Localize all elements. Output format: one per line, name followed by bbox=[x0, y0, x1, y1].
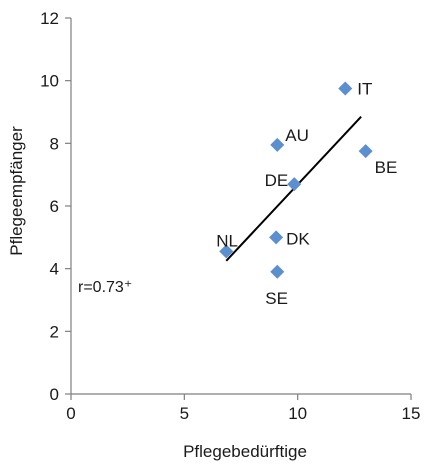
point-label-de: DE bbox=[265, 171, 289, 190]
labels-layer: IT AU BE DE NL DK SE bbox=[216, 80, 397, 308]
correlation-label: r=0.73⁺ bbox=[78, 279, 132, 296]
y-tick-label: 10 bbox=[40, 72, 59, 91]
x-tick-label: 10 bbox=[288, 404, 307, 423]
data-point-se bbox=[270, 264, 285, 279]
y-axis-title: Pflegeempfänger bbox=[7, 126, 26, 256]
x-axis-title: Pflegebedürftige bbox=[183, 442, 307, 461]
y-tick-label: 0 bbox=[50, 385, 59, 404]
points-layer bbox=[219, 81, 373, 279]
y-tick-label: 6 bbox=[50, 197, 59, 216]
y-tick-label: 12 bbox=[40, 9, 59, 28]
data-point-au bbox=[270, 137, 285, 152]
point-label-au: AU bbox=[285, 126, 309, 145]
x-tick-label: 15 bbox=[402, 404, 421, 423]
data-point-dk bbox=[269, 230, 284, 245]
y-tick-label: 8 bbox=[50, 134, 59, 153]
data-point-nl bbox=[219, 244, 234, 259]
data-point-it bbox=[338, 81, 353, 96]
x-tick-label: 5 bbox=[180, 404, 189, 423]
y-tick-label: 4 bbox=[50, 260, 59, 279]
data-point-be bbox=[358, 144, 373, 159]
point-label-be: BE bbox=[375, 158, 398, 177]
point-label-nl: NL bbox=[216, 231, 238, 250]
point-label-it: IT bbox=[357, 80, 372, 99]
point-label-se: SE bbox=[265, 289, 288, 308]
axes-layer: 0 2 4 6 8 10 12 0 5 10 15 bbox=[40, 9, 420, 423]
y-tick-label: 2 bbox=[50, 322, 59, 341]
data-point-de bbox=[287, 177, 302, 192]
point-label-dk: DK bbox=[286, 229, 310, 248]
x-tick-label: 0 bbox=[66, 404, 75, 423]
